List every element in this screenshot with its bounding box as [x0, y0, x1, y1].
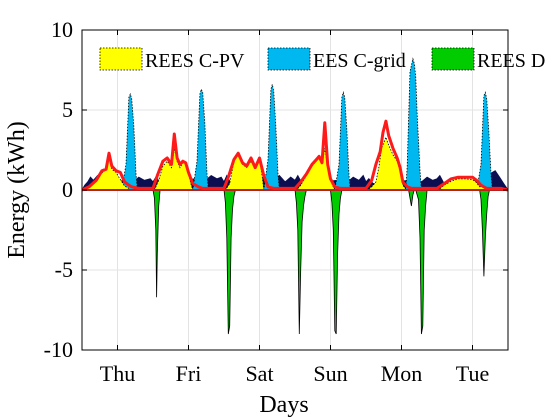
x-tick-label: Sun [313, 361, 347, 386]
legend-swatch-rees-c-pv [99, 47, 143, 71]
legend-label-ees-c-grid: EES C-grid [313, 50, 406, 72]
x-tick-label: Thu [100, 361, 135, 386]
x-tick-label: Sat [245, 361, 273, 386]
legend-label-rees-c-pv: REES C-PV [145, 50, 245, 72]
x-tick-label: Fri [176, 361, 202, 386]
legend: REES C-PV EES C-grid REES D [99, 47, 545, 72]
x-tick-label: Tue [456, 361, 489, 386]
legend-label-rees-d: REES D [477, 50, 545, 72]
y-tick-label: -5 [55, 257, 73, 282]
x-tick-label: Mon [381, 361, 423, 386]
data-layer [82, 57, 508, 335]
y-axis-label: Energy (kWh) [4, 121, 30, 259]
y-tick-label: -10 [44, 337, 73, 362]
legend-swatch-ees-c-grid [267, 47, 311, 71]
y-tick-label: 10 [51, 17, 73, 42]
legend-swatch-rees-d [431, 47, 475, 71]
y-tick-label: 5 [62, 97, 73, 122]
ticks: Thu Fri Sat Sun Mon Tue 10 5 0 -5 -10 [44, 17, 508, 386]
series-rees-c-pv-area [82, 136, 508, 191]
series-net-load-line [82, 119, 508, 192]
x-axis-label: Days [259, 392, 308, 418]
y-tick-label: 0 [62, 177, 73, 202]
